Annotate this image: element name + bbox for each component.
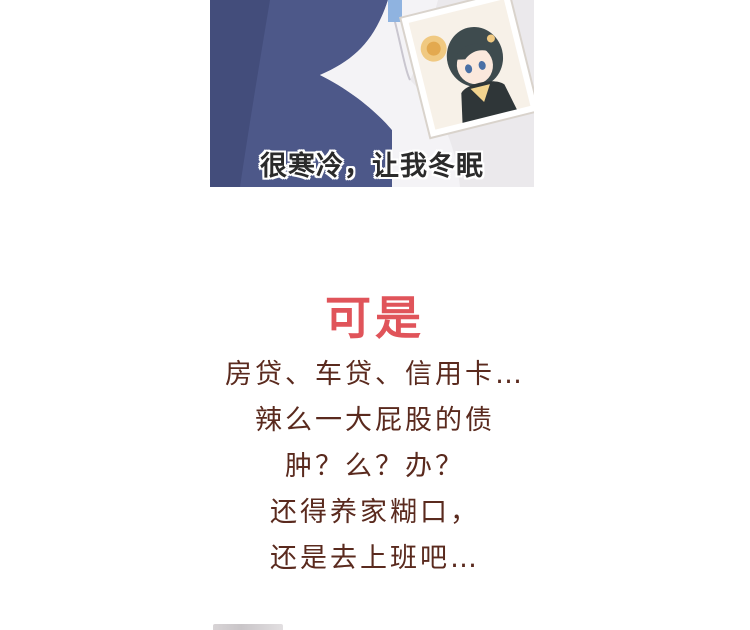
- top-stripe: [388, 0, 402, 22]
- poster: [399, 0, 534, 140]
- poster-collar: [470, 84, 490, 103]
- poster-food-center: [426, 41, 441, 56]
- panel-caption: 很寒冷，让我冬眠: [260, 151, 484, 182]
- poster-bangs: [455, 43, 493, 60]
- body-line: 还得养家糊口，: [270, 497, 480, 528]
- comic-panel: 很寒冷，让我冬眠: [210, 0, 534, 187]
- pillow-shape: [320, 0, 460, 187]
- headline: 可是: [325, 291, 425, 345]
- body-line: 肿？么？办？: [285, 451, 465, 482]
- blanket-shadow: [210, 0, 270, 187]
- next-panel-edge: [213, 624, 283, 630]
- panel-illustration: [210, 0, 534, 187]
- body-line: 辣么一大屁股的债: [255, 405, 495, 436]
- poster-eye-right: [478, 60, 486, 70]
- body-line: 房贷、车贷、信用卡…: [225, 359, 525, 390]
- poster-hair-ornament: [486, 34, 495, 43]
- poster-eye-left: [465, 64, 473, 74]
- body-line: 还是去上班吧…: [270, 543, 480, 574]
- body-text: 房贷、车贷、信用卡… 辣么一大屁股的债 肿？么？办？ 还得养家糊口， 还是去上班…: [0, 352, 750, 582]
